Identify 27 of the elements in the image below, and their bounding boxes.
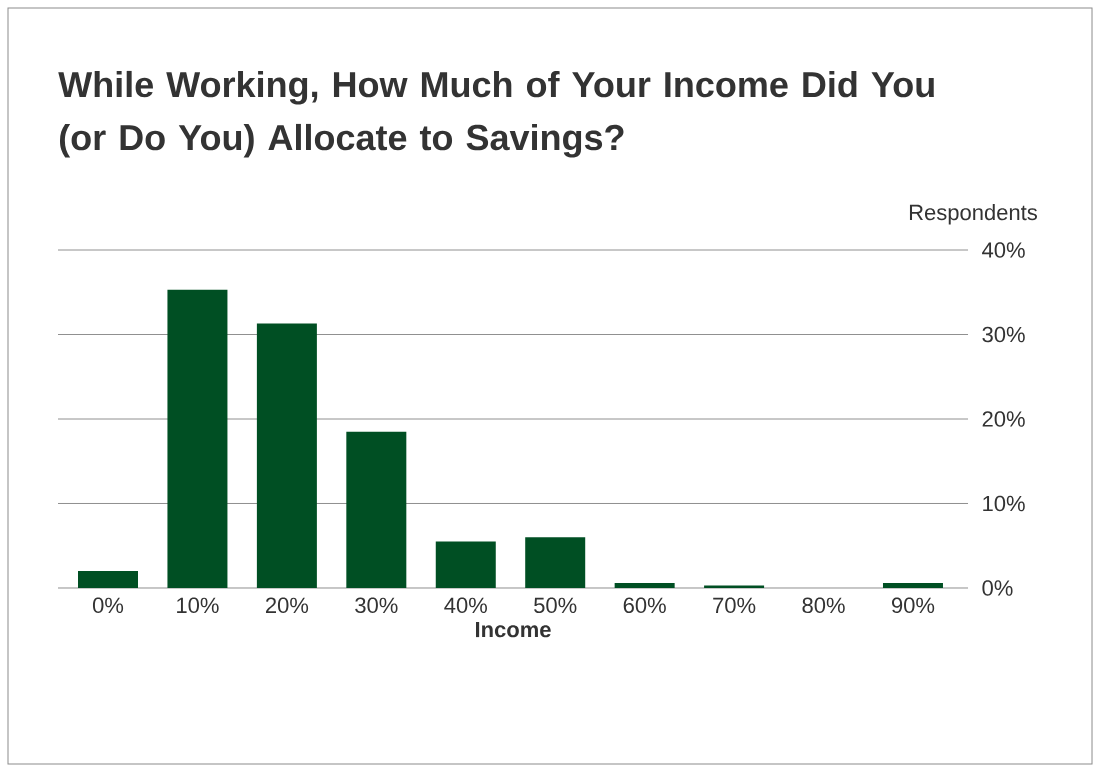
y-axis-title: Respondents [909,204,1037,225]
chart-title: While Working, How Much of Your Income Did You (or Do You) Allocate to Savings? [58,70,934,158]
x-tick-label: 10% [177,597,219,614]
x-axis-title: Income [475,621,551,638]
x-tick-label: 50% [534,597,577,614]
bar [256,323,317,588]
bar [435,541,496,588]
y-tick-label: 10% [983,495,1025,512]
x-tick-label: 80% [802,597,845,614]
y-tick-label: 20% [982,411,1025,427]
bar [346,431,407,588]
x-tick-label: 30% [355,597,398,614]
bar [704,585,765,588]
bar [614,582,675,588]
x-tick-label: 20% [265,597,309,614]
y-tick-label: 0% [982,580,1013,596]
x-tick-label: 90% [891,597,935,614]
bar [882,582,943,588]
y-tick-label: 30% [982,326,1025,343]
y-tick-label: 40% [982,242,1025,258]
bar [525,537,586,588]
x-tick-label: 60% [623,597,666,614]
x-tick-label: 40% [444,597,487,614]
x-tick-label: 70% [713,597,756,614]
bar [167,289,228,588]
x-tick-label: 0% [92,597,124,614]
bar [78,571,138,588]
